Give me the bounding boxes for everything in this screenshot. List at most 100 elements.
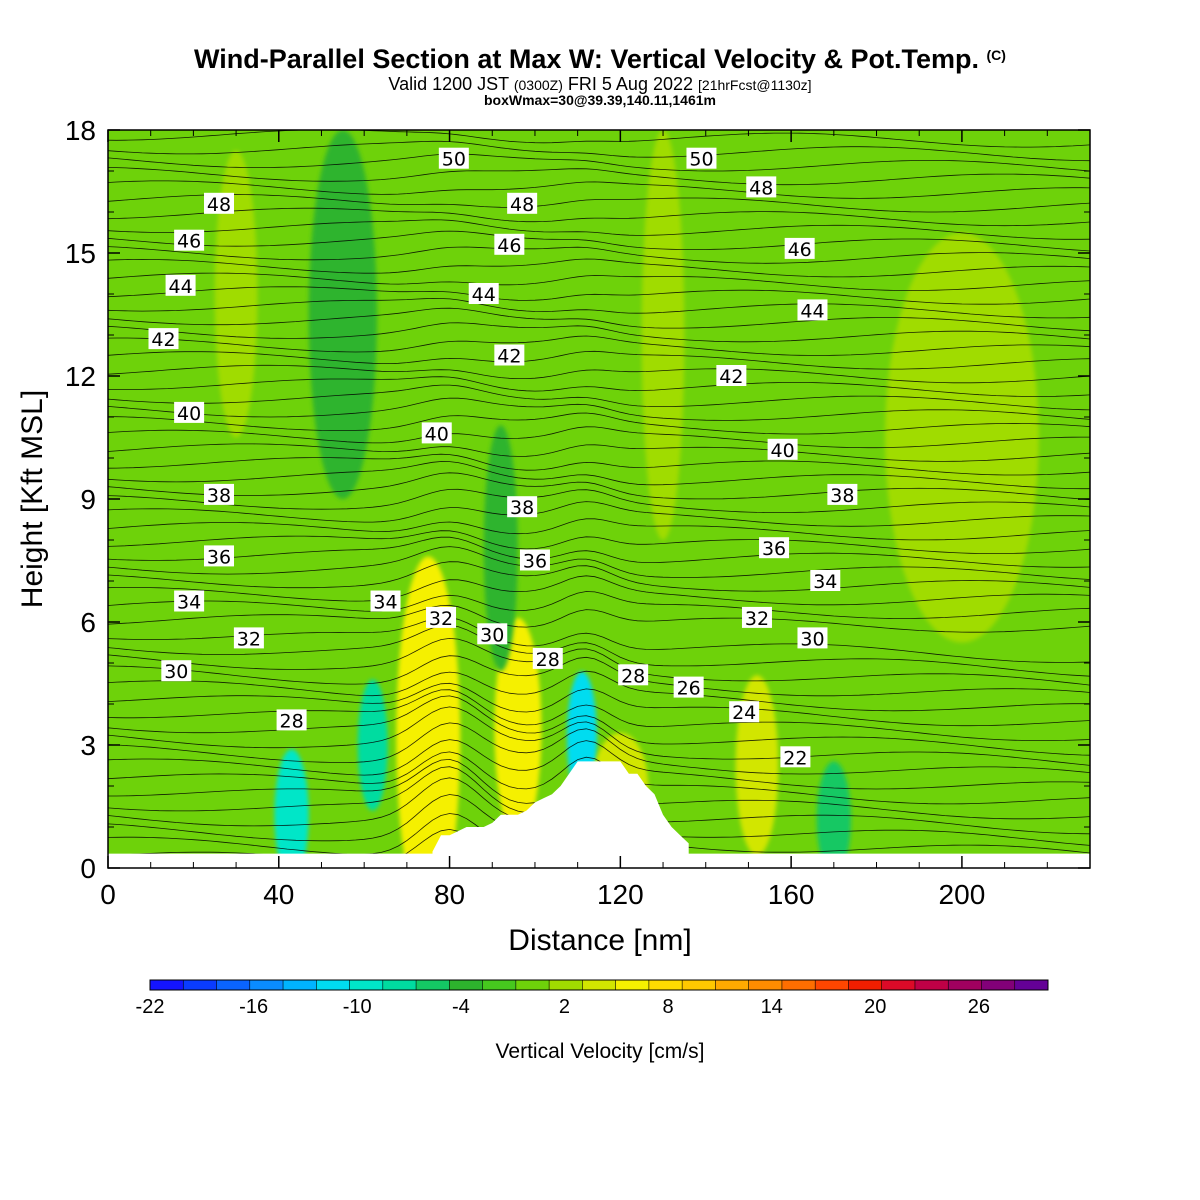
theta-label-bg	[161, 660, 192, 682]
forecast-info: [21hrFcst@1130z]	[698, 77, 812, 93]
theta-label-bg	[618, 664, 649, 686]
theta-contour-line	[108, 617, 1090, 663]
colorbar-swatch	[150, 980, 184, 990]
theta-contour-line	[108, 530, 1090, 554]
theta-label-bg	[686, 147, 717, 169]
theta-contour-line	[108, 412, 1090, 435]
theta-contour-line	[108, 682, 1090, 727]
colorbar-swatch	[948, 980, 982, 990]
theta-label-bg	[507, 192, 538, 214]
theta-label: 32	[233, 627, 264, 650]
theta-contour-line	[108, 230, 1090, 252]
theta-contour-line	[108, 207, 1090, 227]
copyright-mark: (C)	[986, 47, 1006, 63]
theta-contour-line	[108, 322, 1090, 343]
colorbar-swatch	[848, 980, 883, 990]
theta-label-text: 44	[800, 300, 824, 322]
theta-label-bg	[204, 545, 235, 567]
theta-label-text: 28	[279, 710, 303, 732]
theta-label: 44	[468, 283, 499, 306]
colorbar-swatch	[748, 980, 783, 990]
theta-label: 28	[532, 647, 563, 671]
velocity-cell	[885, 232, 1039, 643]
theta-contour-line	[108, 637, 1090, 686]
colorbar-swatch	[648, 980, 683, 990]
theta-label-bg	[494, 344, 525, 366]
theta-label-text: 42	[497, 346, 521, 368]
theta-contour-line	[108, 751, 1090, 805]
theta-label: 22	[780, 746, 811, 769]
theta-contour-line	[108, 167, 1090, 186]
theta-label-bg	[204, 483, 235, 505]
theta-label-text: 32	[429, 608, 453, 630]
theta-contour-line	[108, 591, 1090, 619]
theta-label-text: 34	[813, 571, 837, 593]
theta-label-bg	[729, 701, 760, 723]
x-axis-label: Distance [nm]	[508, 924, 691, 957]
theta-contour-line	[108, 194, 1090, 213]
valid-date: FRI 5 Aug 2022	[567, 74, 693, 94]
theta-label-bg	[741, 606, 772, 628]
colorbar-swatch	[349, 980, 384, 990]
colorbar-swatch	[183, 980, 218, 990]
theta-contour-line	[108, 286, 1090, 305]
colorbar-swatch	[316, 980, 351, 990]
theta-label-bg	[148, 328, 179, 350]
theta-label: 34	[810, 570, 841, 593]
terrain-ground	[108, 853, 1090, 868]
theta-label-text: 28	[536, 649, 560, 671]
theta-label: 44	[797, 299, 828, 322]
theta-label-bg	[759, 537, 790, 559]
theta-label: 32	[741, 606, 772, 630]
theta-label: 34	[174, 590, 205, 614]
colorbar-tick-label: 2	[559, 996, 570, 1018]
theta-label-bg	[746, 176, 777, 198]
theta-contour-line	[108, 670, 1090, 712]
theta-label-text: 40	[425, 423, 449, 445]
theta-label: 42	[716, 365, 747, 388]
theta-contour-line	[108, 604, 1090, 633]
theta-label-text: 32	[237, 628, 261, 650]
x-tick-label: 0	[100, 879, 116, 910]
theta-label-text: 50	[442, 149, 466, 171]
colorbar-swatch	[449, 980, 484, 990]
theta-label: 36	[519, 549, 550, 573]
theta-label-text: 32	[745, 608, 769, 630]
colorbar-swatch	[482, 980, 517, 990]
theta-label: 30	[797, 627, 828, 650]
theta-label-text: 30	[800, 628, 824, 650]
theta-label-text: 44	[168, 276, 192, 298]
theta-label-bg	[174, 401, 205, 423]
colorbar-swatch	[981, 980, 1016, 990]
y-tick-label: 15	[65, 238, 96, 269]
velocity-cell	[357, 679, 388, 811]
theta-label: 34	[370, 590, 401, 614]
theta-label-text: 38	[207, 485, 231, 507]
y-tick-label: 12	[65, 361, 96, 392]
theta-label-text: 42	[719, 366, 743, 388]
colorbar-swatch	[216, 980, 251, 990]
velocity-cell	[641, 130, 685, 540]
theta-label-text: 36	[762, 538, 786, 560]
theta-contour-line	[108, 546, 1090, 580]
velocity-cell	[308, 130, 377, 499]
theta-label: 40	[767, 438, 798, 462]
theta-label-bg	[477, 623, 508, 645]
theta-contour-line	[108, 180, 1090, 199]
theta-label-text: 30	[480, 624, 504, 646]
colorbar-swatch	[781, 980, 816, 990]
theta-label: 44	[165, 274, 196, 298]
colorbar-label: Vertical Velocity [cm/s]	[496, 1040, 705, 1063]
theta-contour-line	[108, 153, 1090, 172]
theta-label-text: 38	[830, 485, 854, 507]
theta-label-bg	[797, 299, 828, 321]
theta-label-bg	[532, 647, 563, 669]
theta-contour-line	[108, 307, 1090, 332]
theta-contour-line	[108, 376, 1090, 397]
theta-label-bg	[276, 709, 307, 731]
theta-contour-line	[108, 426, 1090, 449]
theta-contour-line	[108, 297, 1090, 319]
theta-label-text: 34	[177, 592, 201, 614]
theta-label: 30	[161, 660, 192, 683]
theta-label-bg	[827, 483, 858, 505]
